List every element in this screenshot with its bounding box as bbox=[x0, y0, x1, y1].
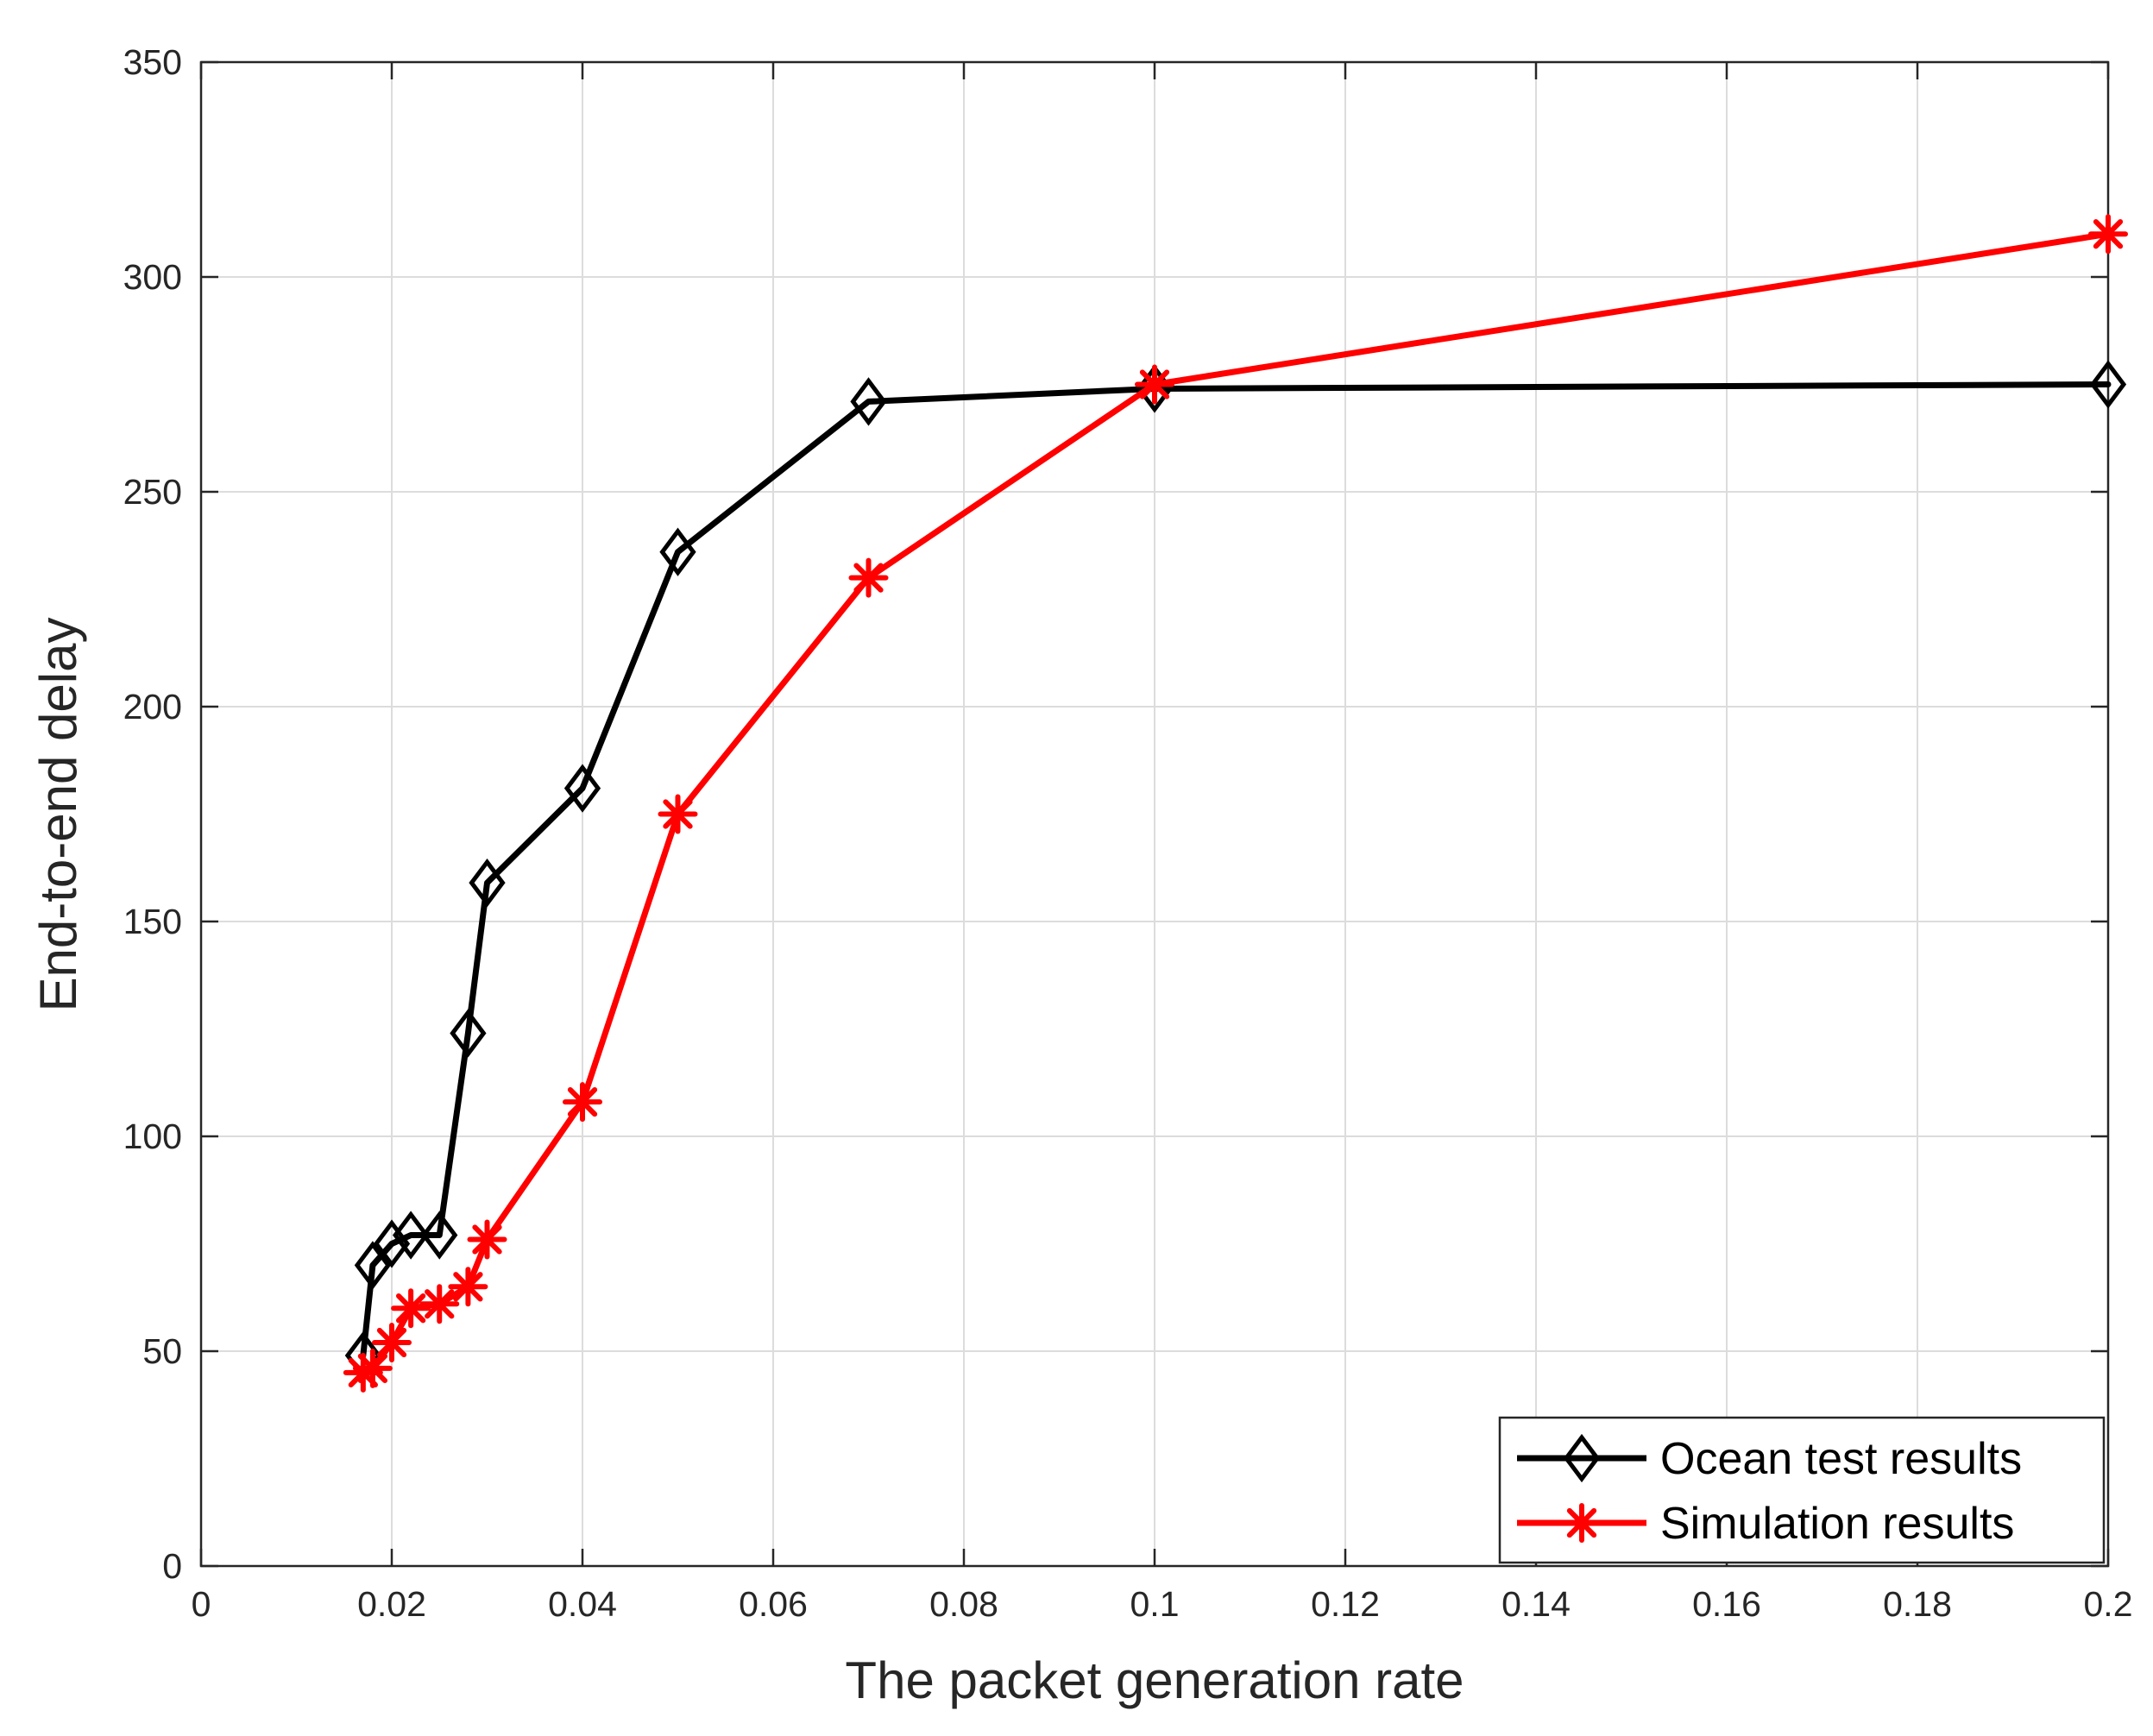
series-line bbox=[360, 381, 2112, 1359]
data-point bbox=[563, 1082, 602, 1123]
data-point bbox=[392, 1211, 430, 1260]
x-tick-label: 0.2 bbox=[2084, 1584, 2133, 1624]
data-point bbox=[563, 764, 601, 813]
grid bbox=[200, 61, 2109, 1567]
x-tick-label: 0.08 bbox=[929, 1584, 998, 1624]
asterisk-stroke bbox=[853, 563, 884, 593]
asterisk-stroke bbox=[663, 799, 693, 829]
y-tick-label: 0 bbox=[162, 1546, 182, 1586]
data-point bbox=[391, 1288, 431, 1329]
series-2 bbox=[343, 214, 2128, 1393]
data-point bbox=[354, 1241, 392, 1290]
y-tick-label: 150 bbox=[123, 902, 182, 941]
y-axis-label: End-to-end delay bbox=[29, 618, 87, 1012]
y-tick-label: 100 bbox=[123, 1116, 182, 1156]
legend-box bbox=[1498, 1416, 2106, 1564]
asterisk-stroke bbox=[1139, 369, 1170, 399]
x-tick-label: 0.04 bbox=[548, 1584, 617, 1624]
y-tick-label: 250 bbox=[123, 472, 182, 512]
x-tick-label: 0.16 bbox=[1692, 1584, 1761, 1624]
series-layer bbox=[343, 214, 2128, 1393]
x-tick-label: 0.02 bbox=[357, 1584, 426, 1624]
x-tick-label: 0.18 bbox=[1883, 1584, 1952, 1624]
legend-marker bbox=[1563, 1433, 1601, 1483]
data-point bbox=[450, 1009, 487, 1058]
x-tick-label: 0.12 bbox=[1311, 1584, 1380, 1624]
x-axis-label: The packet generation rate bbox=[845, 1651, 1464, 1709]
data-point bbox=[467, 1219, 507, 1260]
data-point bbox=[659, 527, 696, 576]
legend-entry-1: Ocean test results bbox=[1517, 1433, 2022, 1484]
asterisk-stroke bbox=[376, 1327, 407, 1358]
asterisk-stroke bbox=[567, 1087, 598, 1117]
legend-marker bbox=[1562, 1503, 1602, 1543]
series-1 bbox=[344, 360, 2127, 1381]
data-point bbox=[469, 859, 506, 908]
data-point bbox=[2089, 360, 2127, 409]
legend-entry-2: Simulation results bbox=[1517, 1499, 2014, 1549]
data-point bbox=[372, 1323, 412, 1363]
y-tick-label: 300 bbox=[123, 257, 182, 297]
series-line bbox=[360, 230, 2112, 1376]
y-tick-label: 50 bbox=[142, 1331, 182, 1371]
asterisk-stroke bbox=[2093, 219, 2124, 249]
data-point bbox=[658, 794, 698, 834]
y-tick-label: 200 bbox=[123, 687, 182, 726]
data-point bbox=[2088, 214, 2128, 255]
data-point bbox=[419, 1284, 460, 1324]
x-tick-label: 0.06 bbox=[739, 1584, 808, 1624]
asterisk-stroke bbox=[425, 1289, 455, 1319]
asterisk-stroke bbox=[453, 1272, 483, 1302]
x-tick-label: 0.14 bbox=[1501, 1584, 1571, 1624]
legend-label: Simulation results bbox=[1660, 1499, 2014, 1549]
asterisk-stroke bbox=[472, 1224, 502, 1255]
x-tick-label: 0.1 bbox=[1130, 1584, 1180, 1624]
axis-ticks: 0 0.02 0.04 0.06 0.08 0.1 0.12 0.14 0.16 0.18 0.2 0… bbox=[123, 42, 2133, 1624]
data-point bbox=[352, 1348, 393, 1388]
y-tick-label: 350 bbox=[123, 42, 182, 82]
data-point bbox=[373, 1219, 411, 1268]
x-tick-label: 0 bbox=[192, 1584, 211, 1624]
asterisk-stroke bbox=[357, 1353, 388, 1384]
data-point bbox=[850, 377, 887, 426]
asterisk-stroke bbox=[395, 1293, 426, 1324]
data-point bbox=[448, 1267, 488, 1307]
data-point bbox=[848, 557, 889, 598]
data-point bbox=[1135, 364, 1174, 405]
legend-label: Ocean test results bbox=[1660, 1434, 2022, 1484]
legend: Ocean test results Simulation results bbox=[1498, 1416, 2106, 1564]
data-point bbox=[421, 1211, 458, 1260]
asterisk-stroke bbox=[1566, 1507, 1597, 1538]
legend-entries: Ocean test results Simulation results bbox=[1517, 1433, 2022, 1549]
